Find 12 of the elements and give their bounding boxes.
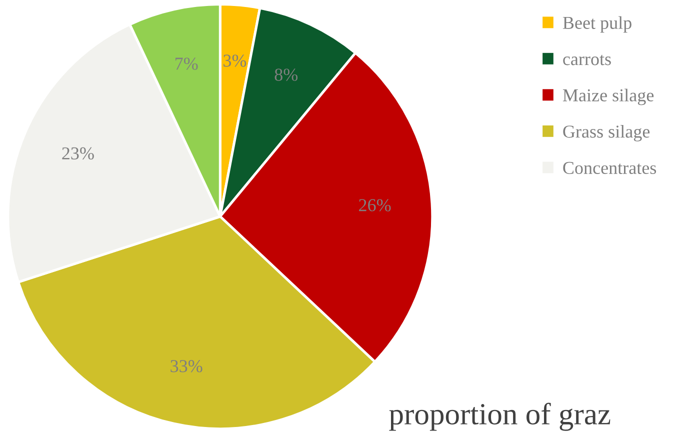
data-label: 23%	[62, 147, 94, 160]
data-label: 26%	[359, 199, 391, 212]
legend-label: Grass silage	[563, 125, 650, 142]
data-label: 3%	[224, 54, 246, 67]
text: proportion of graz	[389, 402, 610, 431]
legend-label: Concentrates	[563, 162, 656, 174]
data-label: 33%	[170, 360, 202, 372]
data-label: 8%	[274, 68, 298, 81]
legend-label: Beet pulp	[562, 16, 632, 33]
data-label: 7%	[176, 58, 198, 70]
legend-label: carrots	[563, 54, 611, 66]
legend-label: Maize silage	[562, 88, 654, 106]
